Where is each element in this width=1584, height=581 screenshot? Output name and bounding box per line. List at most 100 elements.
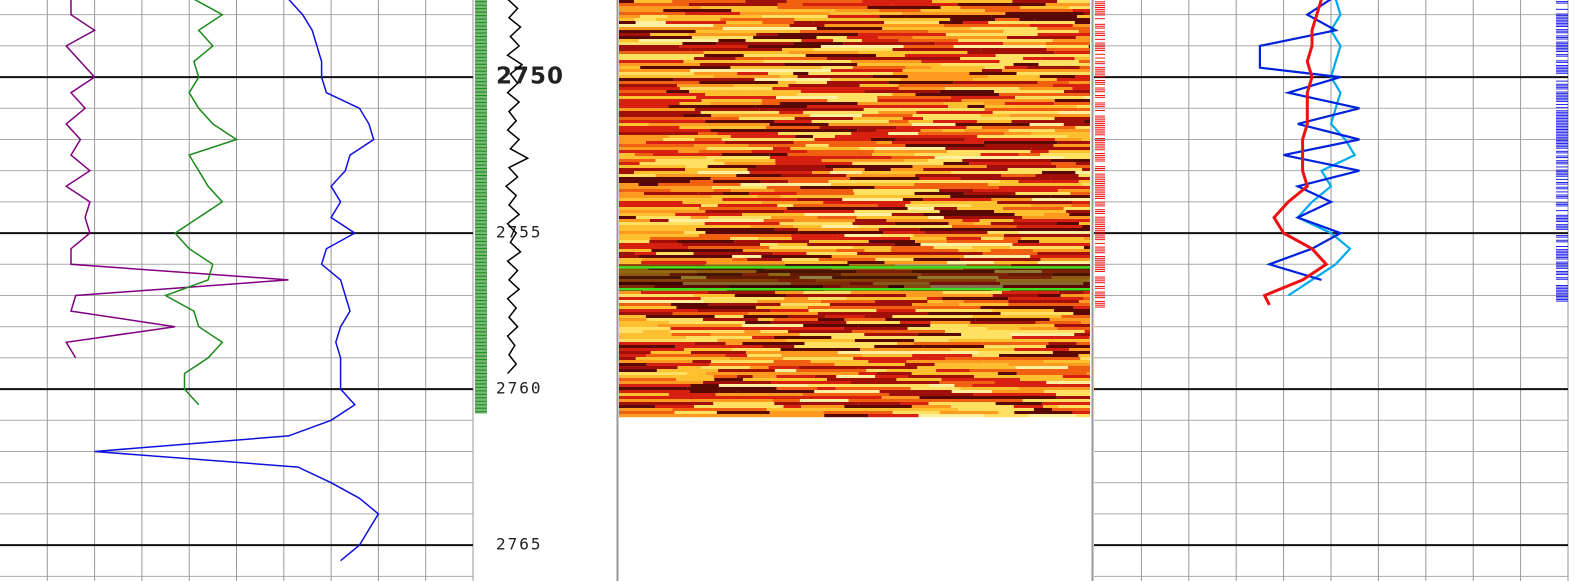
- image-streak: [775, 159, 822, 163]
- image-streak: [849, 177, 920, 181]
- image-streak: [741, 324, 804, 328]
- image-streak: [932, 0, 1013, 4]
- image-streak: [816, 27, 883, 31]
- image-streak: [734, 294, 787, 298]
- image-streak: [854, 339, 915, 343]
- image-streak: [905, 144, 985, 148]
- image-streak: [761, 255, 832, 259]
- image-streak: [827, 99, 878, 103]
- image-streak: [619, 231, 660, 235]
- image-streak: [619, 174, 656, 178]
- image-streak: [690, 351, 746, 355]
- image-streak: [783, 405, 802, 409]
- image-streak: [858, 402, 901, 406]
- image-streak: [884, 21, 940, 25]
- image-streak: [907, 135, 978, 139]
- image-streak: [1074, 234, 1090, 238]
- image-streak: [1083, 12, 1090, 16]
- image-streak: [856, 195, 951, 199]
- image-streak: [890, 168, 924, 172]
- image-streak: [619, 117, 714, 121]
- image-streak: [1012, 243, 1090, 247]
- image-streak: [774, 120, 812, 124]
- image-streak: [950, 348, 1015, 352]
- image-streak: [906, 360, 984, 364]
- image-streak: [809, 240, 838, 244]
- image-streak: [964, 138, 1055, 142]
- image-streak: [825, 315, 865, 319]
- image-streak: [619, 405, 655, 409]
- image-streak: [619, 84, 678, 88]
- image-streak: [913, 342, 984, 346]
- image-streak: [720, 18, 795, 22]
- image-streak: [958, 249, 991, 253]
- image-streak: [1078, 108, 1090, 112]
- image-streak: [715, 135, 731, 139]
- image-streak: [684, 231, 706, 235]
- image-streak: [698, 132, 718, 136]
- image-streak: [672, 408, 767, 412]
- image-streak: [858, 225, 952, 229]
- image-streak: [619, 237, 650, 241]
- image-streak: [619, 75, 714, 79]
- image-streak: [776, 96, 838, 100]
- image-streak: [983, 141, 1058, 145]
- image-streak: [1050, 195, 1090, 199]
- image-streak: [1083, 297, 1090, 301]
- image-streak: [1055, 393, 1090, 397]
- image-streak: [991, 390, 1044, 394]
- image-streak: [619, 120, 706, 124]
- image-streak: [699, 81, 778, 85]
- image-streak: [855, 219, 887, 223]
- image-streak: [619, 240, 650, 244]
- image-streak: [972, 117, 1055, 121]
- image-streak: [742, 378, 827, 382]
- image-streak: [984, 105, 1009, 109]
- image-streak: [1000, 312, 1074, 316]
- image-streak: [1018, 231, 1090, 235]
- image-streak: [757, 237, 792, 241]
- image-streak: [777, 243, 808, 247]
- image-streak: [1030, 150, 1049, 154]
- image-streak: [1083, 291, 1090, 295]
- image-streak: [1037, 27, 1090, 31]
- image-streak: [856, 216, 929, 220]
- image-streak: [752, 375, 777, 379]
- image-streak: [668, 219, 764, 223]
- image-streak: [874, 186, 920, 190]
- image-streak: [853, 357, 918, 361]
- image-streak: [861, 171, 885, 175]
- image-streak: [846, 174, 916, 178]
- image-streak: [894, 222, 949, 226]
- image-streak: [1054, 51, 1090, 55]
- image-streak: [754, 78, 831, 82]
- image-streak: [1081, 138, 1090, 142]
- image-streak: [1035, 321, 1082, 325]
- image-streak: [923, 345, 985, 349]
- image-streak: [806, 252, 858, 256]
- image-streak: [1053, 309, 1090, 313]
- image-streak: [619, 171, 635, 175]
- image-streak: [619, 129, 711, 133]
- image-streak: [690, 180, 713, 184]
- image-streak: [798, 396, 882, 400]
- image-streak: [898, 39, 959, 43]
- image-streak: [803, 111, 879, 115]
- image-streak: [1003, 237, 1022, 241]
- image-streak: [962, 159, 1051, 163]
- image-streak: [1029, 123, 1064, 127]
- image-streak: [1082, 225, 1090, 229]
- image-streak: [694, 144, 749, 148]
- image-streak: [877, 96, 951, 100]
- image-streak: [881, 396, 920, 400]
- image-streak: [926, 351, 979, 355]
- image-streak: [991, 87, 1020, 91]
- image-streak: [756, 33, 778, 37]
- image-streak: [1038, 63, 1090, 67]
- image-streak: [793, 219, 856, 223]
- image-streak: [649, 240, 678, 244]
- image-streak: [779, 111, 804, 115]
- image-streak: [1014, 348, 1042, 352]
- image-streak: [998, 411, 1015, 415]
